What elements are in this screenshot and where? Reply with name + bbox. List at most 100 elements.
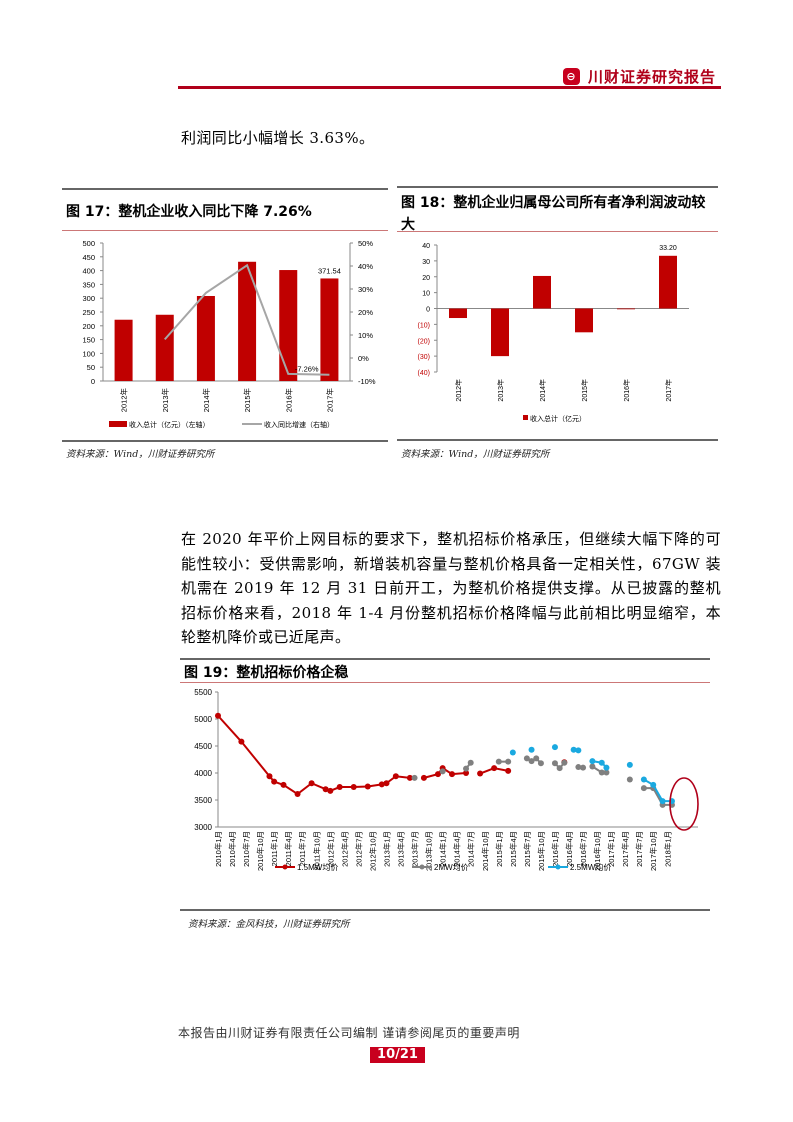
fig19-source: 资料来源：金风科技，川财证券研究所 <box>188 919 350 930</box>
y-tick-label: 0 <box>426 307 430 314</box>
fig18-chart: (40) (30) (20) (10) 0 10 20 30 40 2012年 2013年 2014年… <box>418 243 689 423</box>
legend-label: 收入总计（亿元） <box>530 414 586 423</box>
left-tick-label: 150 <box>82 336 95 345</box>
data-point <box>551 744 558 751</box>
x-tick-label: 2014年 <box>538 379 547 402</box>
data-point <box>589 763 596 770</box>
data-point <box>294 791 301 798</box>
data-point <box>537 760 544 767</box>
bar-data-label: 371.54 <box>318 266 341 275</box>
left-tick-label: 50 <box>87 363 95 372</box>
data-point <box>439 768 446 775</box>
fig19-top-rule <box>180 658 710 660</box>
left-tick-label: 0 <box>91 377 95 386</box>
x-tick-label: 2013年 <box>496 379 505 402</box>
y-tick-label: 5000 <box>194 715 212 724</box>
x-tick-label: 2012年4月 <box>339 831 349 867</box>
fig19-title-rule <box>180 682 710 683</box>
y-tick-label: 30 <box>422 259 430 266</box>
data-point <box>383 780 390 787</box>
y-tick-label: 3000 <box>194 823 212 832</box>
y-tick-label: 4500 <box>194 742 212 751</box>
data-point <box>322 786 329 793</box>
x-tick-label: 2015年7月 <box>522 831 532 867</box>
data-point <box>280 781 287 788</box>
fig18-title: 图 18：整机企业归属母公司所有者净利润波动较大 <box>401 195 706 233</box>
left-tick-label: 250 <box>82 308 95 317</box>
growth-line <box>164 263 330 376</box>
legend-label: 2.5MW均价 <box>570 862 611 872</box>
x-tick-label: 2012年 <box>454 379 463 402</box>
data-point <box>215 712 221 719</box>
x-tick-label: 2012年10月 <box>367 831 377 871</box>
x-tick-label: 2014年1月 <box>438 831 448 867</box>
y-tick-label: (30) <box>418 354 430 361</box>
legend-marker <box>282 864 288 870</box>
data-point <box>570 746 577 753</box>
brand-logo: ⊖ 川财证券研究报告 <box>563 66 716 87</box>
data-point <box>598 759 605 766</box>
legend-label: 2MW均价 <box>434 862 469 872</box>
x-tick-label: 2010年1月 <box>213 831 223 867</box>
bar <box>114 319 133 381</box>
data-point <box>626 776 633 783</box>
x-tick-label: 2016年10月 <box>592 831 602 871</box>
series-line <box>643 778 672 803</box>
bar <box>155 314 174 381</box>
x-tick-label: 2011年7月 <box>297 831 307 866</box>
x-tick-label: 2013年1月 <box>381 831 391 867</box>
x-tick-label: 2014年4月 <box>452 831 462 867</box>
x-tick-label: 2015年 <box>242 388 252 413</box>
x-tick-label: 2016年4月 <box>564 831 574 867</box>
x-tick-label: 2010年4月 <box>227 831 237 867</box>
fig18-top-rule <box>397 186 718 188</box>
bar <box>449 308 467 319</box>
fig19-chart: 3000 3500 4000 4500 5000 5500 2010年1月 2010年4月 20… <box>194 688 699 872</box>
x-tick-label: 2015年4月 <box>508 831 518 867</box>
legend-swatch <box>523 415 528 420</box>
y-tick-label: 5500 <box>194 688 212 697</box>
data-point <box>491 765 498 772</box>
data-point <box>336 784 343 791</box>
data-point <box>589 758 596 765</box>
x-tick-label: 2015年1月 <box>494 831 504 867</box>
legend-line-label: 收入同比增速（右轴） <box>264 420 334 429</box>
left-tick-label: 450 <box>82 253 95 262</box>
x-tick-label: 2010年7月 <box>241 831 251 867</box>
highlight-ellipse <box>669 777 699 831</box>
left-tick-label: 200 <box>82 322 95 331</box>
left-tick-label: 300 <box>82 294 95 303</box>
x-tick-label: 2016年 <box>622 379 631 402</box>
x-tick-label: 2016年7月 <box>578 831 588 867</box>
data-point <box>327 787 334 794</box>
data-point <box>659 798 666 805</box>
data-point <box>626 761 633 768</box>
x-tick-label: 2013年4月 <box>396 831 406 867</box>
fig19-bottom-rule <box>180 909 710 911</box>
data-point <box>364 783 371 790</box>
x-tick-label: 2017年1月 <box>606 831 616 867</box>
line-data-label: -7.26% <box>295 365 319 374</box>
x-tick-label: 2017年4月 <box>620 831 630 867</box>
x-tick-label: 2012年7月 <box>353 831 363 867</box>
intro-text: 利润同比小幅增长 3.63%。 <box>181 129 375 147</box>
x-tick-label: 2016年 <box>283 388 293 413</box>
x-tick-label: 2018年1月 <box>662 831 672 867</box>
y-tick-label: 3500 <box>194 796 212 805</box>
data-point <box>603 764 610 771</box>
data-point <box>640 776 647 783</box>
x-tick-label: 2015年 <box>580 379 589 402</box>
bar <box>196 295 215 381</box>
bar <box>617 308 635 310</box>
data-point <box>350 784 357 791</box>
x-tick-label: 2013年 <box>160 388 170 413</box>
fig17-title: 图 17：整机企业收入同比下降 7.26% <box>66 204 312 220</box>
data-point <box>533 755 540 762</box>
x-tick-label: 2012年 <box>119 388 129 413</box>
data-point <box>575 764 582 771</box>
left-tick-label: 350 <box>82 280 95 289</box>
data-point <box>561 759 568 766</box>
legend-marker <box>555 864 561 870</box>
data-point <box>477 770 484 777</box>
data-point <box>505 758 512 765</box>
